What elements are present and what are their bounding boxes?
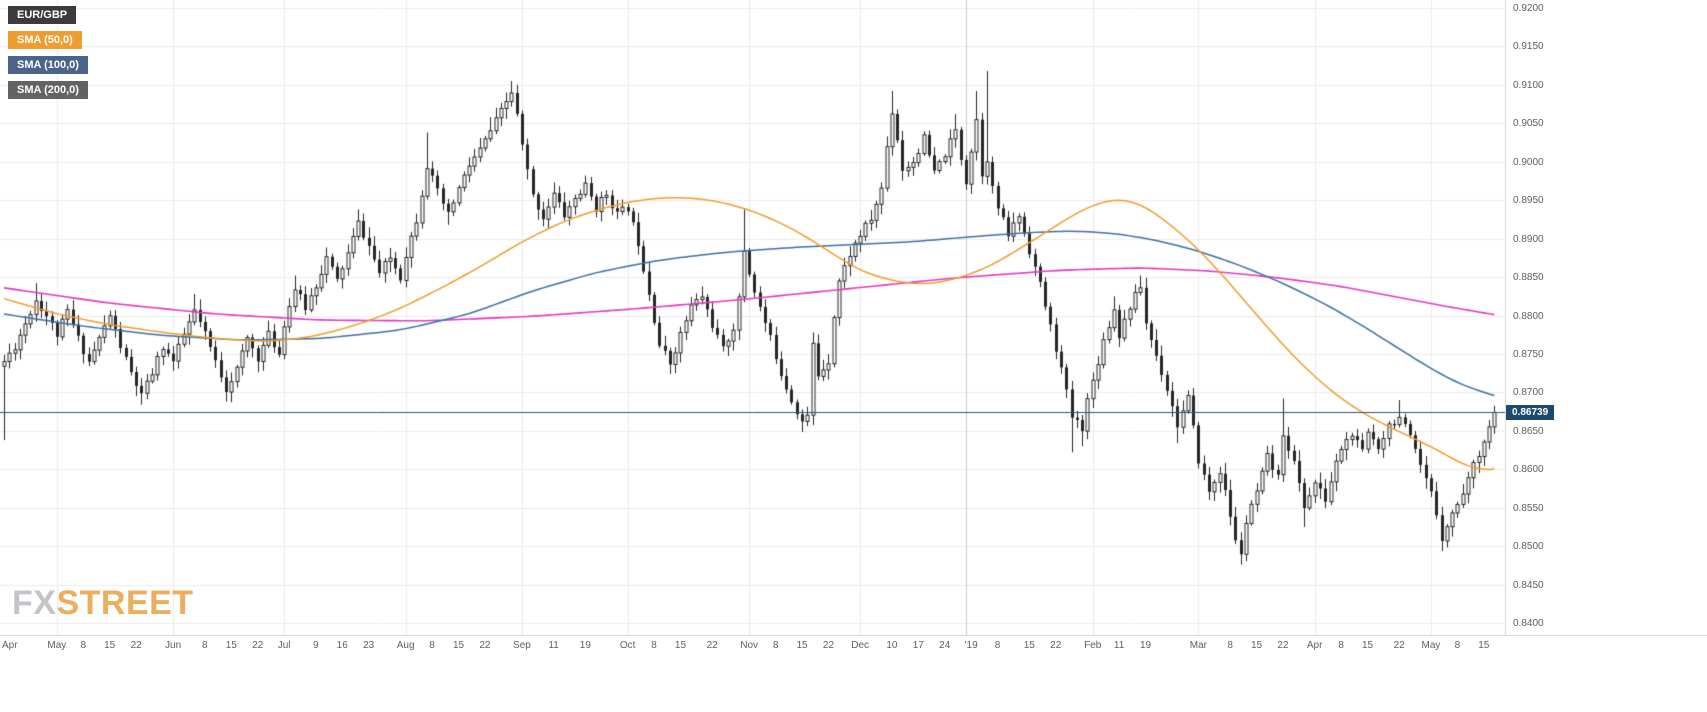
time-tick-label: 24 [939, 640, 951, 651]
price-tick-label: 0.8900 [1513, 233, 1544, 245]
price-tick-label: 0.8650 [1513, 425, 1544, 437]
time-tick-label: 15 [225, 640, 237, 651]
time-tick-label: 15 [796, 640, 808, 651]
time-tick-label: 11 [548, 640, 559, 651]
time-tick-label: 15 [1250, 640, 1263, 651]
time-tick-label: '19 [964, 640, 978, 651]
time-tick-label: Oct [619, 640, 636, 651]
price-tick-label: 0.8800 [1513, 310, 1544, 322]
time-tick-label: Mar [1189, 640, 1208, 651]
price-tick-label: 0.9050 [1513, 118, 1544, 130]
time-tick-label: 22 [1393, 640, 1405, 651]
time-tick-label: 15 [1361, 640, 1374, 651]
legend-sma200-badge[interactable]: SMA (200,0) [8, 81, 88, 99]
time-tick-label: 8 [772, 640, 779, 651]
price-tick-label: 0.9200 [1513, 3, 1544, 14]
time-tick-label: Apr [1306, 640, 1323, 651]
time-tick-label: 11 [1113, 640, 1125, 651]
time-tick-label: May [47, 640, 67, 651]
price-tick-label: 0.8450 [1513, 579, 1544, 591]
time-tick-label: Nov [740, 640, 759, 651]
time-tick-label: 8 [651, 640, 657, 651]
time-tick-label: 19 [579, 640, 591, 651]
time-tick-label: Jul [277, 640, 291, 651]
time-tick-label: 22 [1050, 640, 1062, 651]
fxstreet-logo-street: STREET [56, 584, 194, 622]
time-tick-label: 19 [1139, 640, 1152, 651]
time-tick-label: 15 [104, 640, 116, 651]
price-tick-label: 0.8550 [1513, 502, 1544, 514]
price-axis: 0.9200 0.9150 0.9100 0.9050 0.9000 0.8950 0.89… [1513, 0, 1573, 660]
price-tick-label: 0.8700 [1513, 387, 1544, 399]
time-tick-label: 15 [452, 640, 465, 651]
time-tick-label: 22 [130, 640, 142, 651]
price-tick-label: 0.8850 [1513, 272, 1544, 284]
time-tick-label: Aug [396, 640, 415, 651]
chart-legend: EUR/GBP SMA (50,0) SMA (100,0) SMA (200,… [8, 6, 88, 99]
price-tick-label: 0.8500 [1513, 541, 1544, 553]
time-tick-label: Dec [851, 640, 870, 651]
time-tick-label: 8 [1454, 640, 1461, 651]
time-tick-label: 17 [912, 640, 924, 651]
time-tick-label: Apr [2, 640, 18, 651]
price-tick-label: 0.9150 [1513, 41, 1544, 53]
time-axis: Apr May 8 15 22 Jun 8 15 22 Jul 9 16 23 Aug 8 15 22 Sep 11… [0, 635, 1707, 659]
legend-sma100-badge[interactable]: SMA (100,0) [8, 56, 88, 74]
time-tick-label: Sep [513, 640, 531, 651]
time-tick-label: 8 [80, 640, 87, 651]
price-tick-label: 0.8950 [1513, 195, 1544, 207]
time-tick-label: 16 [336, 640, 348, 651]
time-tick-label: May [1421, 640, 1441, 651]
price-tick-label: 0.8750 [1513, 348, 1544, 360]
time-tick-label: 8 [1227, 640, 1233, 651]
price-tick-label: 0.8600 [1513, 464, 1544, 476]
time-tick-label: 9 [313, 640, 319, 651]
price-tick-label: 0.9000 [1513, 156, 1544, 168]
time-tick-label: 22 [1277, 640, 1289, 651]
time-tick-label: 15 [674, 640, 687, 651]
time-tick-label: Jun [165, 640, 182, 651]
current-price-badge: 0.86739 [1506, 404, 1555, 420]
time-tick-label: 8 [1338, 640, 1344, 651]
time-tick-label: 8 [429, 640, 435, 651]
time-tick-label: 22 [479, 640, 491, 651]
fxstreet-logo-fx: FX [12, 584, 57, 622]
symbol-badge[interactable]: EUR/GBP [8, 6, 77, 24]
time-tick-label: 8 [994, 640, 1001, 651]
price-tick-label: 0.8400 [1513, 618, 1544, 630]
time-tick-label: 10 [886, 640, 898, 651]
legend-sma50-badge[interactable]: SMA (50,0) [8, 31, 82, 49]
time-tick-label: 22 [706, 640, 718, 651]
time-tick-label: 22 [252, 640, 264, 651]
time-tick-label: 15 [1023, 640, 1035, 651]
fxstreet-logo: FXSTREET [12, 584, 194, 623]
time-tick-label: 23 [363, 640, 375, 651]
time-tick-label: Feb [1084, 640, 1102, 651]
price-tick-label: 0.9100 [1513, 79, 1544, 91]
time-tick-label: 15 [1478, 640, 1490, 651]
time-tick-label: 22 [822, 640, 835, 651]
time-tick-label: 8 [202, 640, 208, 651]
